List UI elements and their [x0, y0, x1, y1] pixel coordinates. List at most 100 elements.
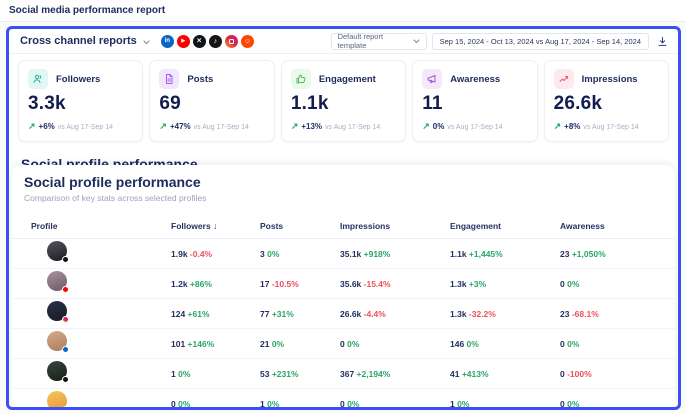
metric-delta: 0%	[344, 398, 360, 409]
table-row[interactable]: 1 0% 53 +231% 367 +2,194% 41 +413% 0 -100%	[12, 359, 675, 389]
metric-delta: 0%	[454, 398, 470, 409]
download-button[interactable]	[657, 36, 668, 47]
trend-up-icon: ↗	[553, 121, 562, 131]
metric-value: 0	[171, 398, 176, 409]
table-row[interactable]: 1.2k +86% 17 -10.5% 35.6k -15.4% 1.3k +3% 0 …	[12, 269, 675, 299]
column-header-awareness[interactable]: Awareness	[560, 221, 605, 231]
x-icon[interactable]: ×	[192, 34, 206, 48]
metric-value: 26.6k	[340, 308, 362, 319]
kpi-card-awareness: Awareness 11 ↗ 0% vs Aug 17-Sep 14	[412, 60, 538, 142]
download-icon	[658, 36, 667, 46]
impressions-icon	[553, 69, 574, 89]
metric-delta: -100%	[564, 368, 592, 379]
kpi-label: Posts	[187, 73, 214, 85]
youtube-icon[interactable]: ▶	[176, 34, 190, 48]
profile-performance-table: Profile Followers ↓ Posts Impressions Engage…	[12, 214, 675, 409]
metric-delta: +2,194%	[354, 368, 391, 379]
metric-delta: +918%	[361, 248, 391, 259]
metric-delta: -0.4%	[187, 248, 213, 259]
report-template-select[interactable]: Default report template	[330, 32, 427, 50]
kpi-delta: +13%	[301, 122, 323, 131]
column-header-followers[interactable]: Followers ↓	[171, 221, 218, 231]
linkedin-badge-icon	[62, 346, 69, 353]
metric-value: 1.1k	[450, 248, 467, 259]
kpi-card-engagement: Engagement 1.1k ↗ +13% vs Aug 17-Sep 14	[280, 60, 407, 142]
metric-value: 77	[260, 308, 270, 319]
metric-delta: 0%	[344, 338, 360, 349]
page-title: Social media performance report	[9, 5, 166, 16]
metric-delta: +86%	[187, 278, 212, 289]
section-title: Social profile performance	[24, 174, 201, 190]
kpi-compare: vs Aug 17-Sep 14	[583, 124, 639, 131]
instagram-badge-icon	[62, 316, 69, 323]
metric-value: 146	[450, 338, 465, 349]
metric-value: 0	[340, 398, 345, 409]
profile-avatar-instagram	[47, 301, 69, 323]
sort-desc-icon: ↓	[210, 221, 218, 231]
column-header-engagement[interactable]: Engagement	[450, 221, 502, 231]
metric-delta: 0%	[564, 278, 580, 289]
trend-up-icon: ↗	[290, 121, 299, 131]
metric-value: 53	[260, 368, 270, 379]
metric-value: 1.9k	[171, 248, 188, 259]
date-range-picker[interactable]: Sep 15, 2024 - Oct 13, 2024 vs Aug 17, 2…	[431, 32, 649, 50]
column-header-impressions[interactable]: Impressions	[340, 221, 391, 231]
posts-icon	[159, 69, 180, 89]
date-range-value: Sep 15, 2024 - Oct 13, 2024 vs Aug 17, 2…	[439, 36, 641, 46]
trend-up-icon: ↗	[159, 121, 167, 131]
metric-value: 1.3k	[450, 308, 467, 319]
tiktok-icon[interactable]: ♪	[208, 34, 222, 48]
kpi-label: Followers	[56, 73, 101, 85]
metric-delta: +146%	[185, 338, 215, 349]
metric-value: 3	[260, 248, 265, 259]
report-header: Cross channel reports in ▶ × ♪ ☺ Default rep…	[9, 29, 678, 54]
table-row[interactable]: 1.9k -0.4% 3 0% 35.1k +918% 1.1k +1,445% 23 …	[12, 239, 675, 269]
metric-delta: 0%	[264, 248, 280, 259]
metric-delta: 0%	[175, 368, 191, 379]
channel-icons: in ▶ × ♪ ☺	[160, 34, 254, 48]
instagram-icon[interactable]	[224, 34, 238, 48]
metric-delta: 0%	[564, 338, 580, 349]
clipped-section-title: Social profile performance	[21, 156, 198, 165]
column-header-profile[interactable]: Profile	[31, 221, 58, 231]
reddit-icon[interactable]: ☺	[240, 34, 254, 48]
metric-value: 35.6k	[340, 278, 362, 289]
profile-avatar-linkedin	[47, 331, 69, 353]
table-row[interactable]: 0 0% 1 0% 0 0% 1 0% 0 0%	[12, 389, 675, 409]
metric-value: 0	[560, 278, 565, 289]
chevron-down-icon[interactable]	[143, 39, 150, 45]
metric-value: 1	[260, 398, 265, 409]
kpi-value: 3.3k	[28, 93, 66, 114]
kpi-value: 1.1k	[290, 93, 329, 114]
metric-delta: -68.1%	[569, 308, 599, 319]
table-body: 1.9k -0.4% 3 0% 35.1k +918% 1.1k +1,445% 23 …	[12, 239, 675, 409]
youtube-badge-icon	[62, 286, 69, 293]
kpi-compare: vs Aug 17-Sep 14	[325, 124, 381, 131]
metric-delta: -15.4%	[361, 278, 391, 289]
kpi-compare: vs Aug 17-Sep 14	[447, 124, 503, 131]
column-header-posts[interactable]: Posts	[260, 221, 284, 231]
metric-value: 23	[560, 308, 570, 319]
metric-delta: 0%	[269, 338, 285, 349]
table-header: Profile Followers ↓ Posts Impressions Engage…	[12, 214, 675, 239]
trend-up-icon: ↗	[422, 121, 430, 131]
metric-value: 0	[340, 338, 345, 349]
metric-value: 21	[260, 338, 270, 349]
metric-delta: -4.4%	[361, 308, 386, 319]
metric-delta: +3%	[466, 278, 487, 289]
kpi-compare: vs Aug 17-Sep 14	[193, 124, 249, 131]
kpi-card-posts: Posts 69 ↗ +47% vs Aug 17-Sep 14	[149, 60, 275, 142]
metric-delta: -32.2%	[466, 308, 496, 319]
kpi-delta: +8%	[564, 122, 581, 131]
kpi-value: 26.6k	[553, 93, 603, 114]
metric-value: 101	[171, 338, 186, 349]
metric-delta: +1,050%	[569, 248, 606, 259]
table-row[interactable]: 124 +61% 77 +31% 26.6k -4.4% 1.3k -32.2% 23 …	[12, 299, 675, 329]
kpi-delta: 0%	[432, 122, 445, 131]
section-subtitle: Comparison of key stats across selected …	[24, 193, 207, 203]
table-row[interactable]: 101 +146% 21 0% 0 0% 146 0% 0 0%	[12, 329, 675, 359]
followers-icon	[28, 69, 48, 89]
kpi-card-followers: Followers 3.3k ↗ +6% vs Aug 17-Sep 14	[18, 60, 144, 142]
tiktok-badge-icon	[62, 256, 69, 263]
linkedin-icon[interactable]: in	[160, 34, 174, 48]
